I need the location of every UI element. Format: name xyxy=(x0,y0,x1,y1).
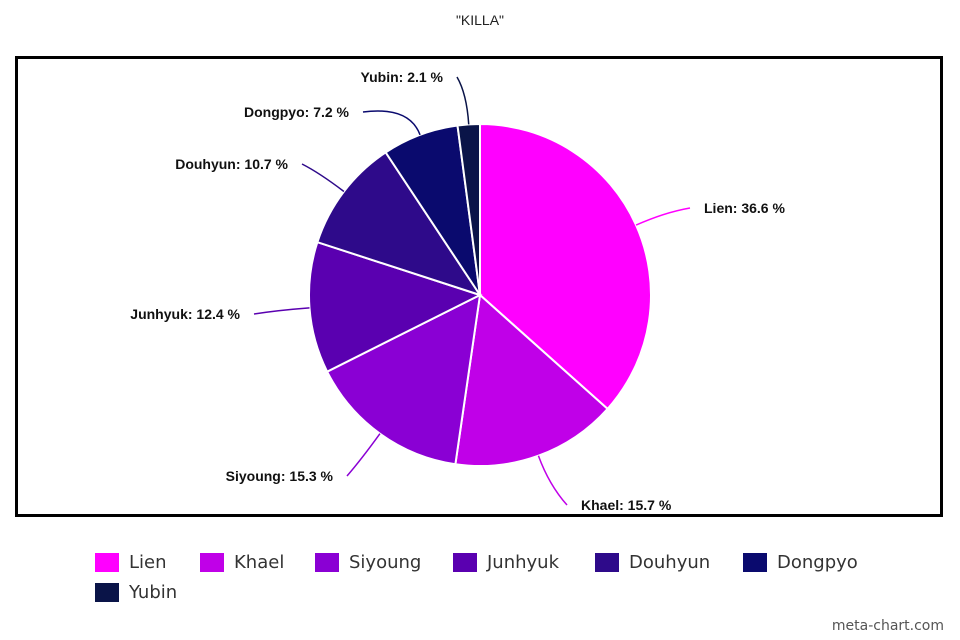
legend-item-yubin: Yubin xyxy=(95,582,177,603)
leader-line-dongpyo xyxy=(362,110,421,136)
leader-line-junhyuk xyxy=(253,307,310,315)
legend-label: Junhyuk xyxy=(487,551,560,573)
pie-slice-junhyuk xyxy=(308,240,483,374)
leader-line-yubin xyxy=(456,76,470,125)
legend-item-junhyuk: Junhyuk xyxy=(453,552,595,573)
legend-item-khael: Khael xyxy=(200,552,315,573)
legend: Lien Khael Siyoung Junhyuk Douhyun Dongpyo Yu… xyxy=(95,547,915,607)
legend-label: Dongpyo xyxy=(777,551,858,573)
legend-item-lien: Lien xyxy=(95,552,200,573)
legend-item-dongpyo: Dongpyo xyxy=(743,552,893,573)
legend-swatch xyxy=(743,552,767,572)
leader-line-siyoung xyxy=(346,433,381,477)
legend-swatch xyxy=(95,552,119,572)
slice-label-yubin: Yubin: 2.1 % xyxy=(361,69,444,85)
slice-label-lien: Lien: 36.6 % xyxy=(704,200,785,216)
leader-line-douhyun xyxy=(301,163,345,193)
legend-swatch xyxy=(200,552,224,572)
chart-title: "KILLA" xyxy=(455,12,505,28)
legend-item-douhyun: Douhyun xyxy=(595,552,743,573)
legend-label: Siyoung xyxy=(349,551,422,573)
pie-slice-douhyun xyxy=(316,150,483,297)
legend-label: Yubin xyxy=(129,581,178,603)
slice-label-siyoung: Siyoung: 15.3 % xyxy=(226,468,334,484)
leader-line-lien xyxy=(635,207,691,226)
legend-label: Douhyun xyxy=(629,551,711,573)
legend-swatch xyxy=(95,582,119,602)
slice-label-douhyun: Douhyun: 10.7 % xyxy=(175,156,288,172)
leader-line-khael xyxy=(537,455,568,506)
legend-swatch xyxy=(595,552,619,572)
legend-label: Lien xyxy=(129,551,167,573)
watermark: meta-chart.com xyxy=(831,618,944,634)
slice-label-dongpyo: Dongpyo: 7.2 % xyxy=(244,104,350,120)
pie-slice-lien xyxy=(479,122,652,411)
legend-item-siyoung: Siyoung xyxy=(315,552,453,573)
legend-label: Khael xyxy=(234,551,285,573)
legend-swatch xyxy=(453,552,477,572)
legend-swatch xyxy=(315,552,339,572)
slice-label-junhyuk: Junhyuk: 12.4 % xyxy=(130,306,240,322)
slice-label-khael: Khael: 15.7 % xyxy=(581,497,672,513)
